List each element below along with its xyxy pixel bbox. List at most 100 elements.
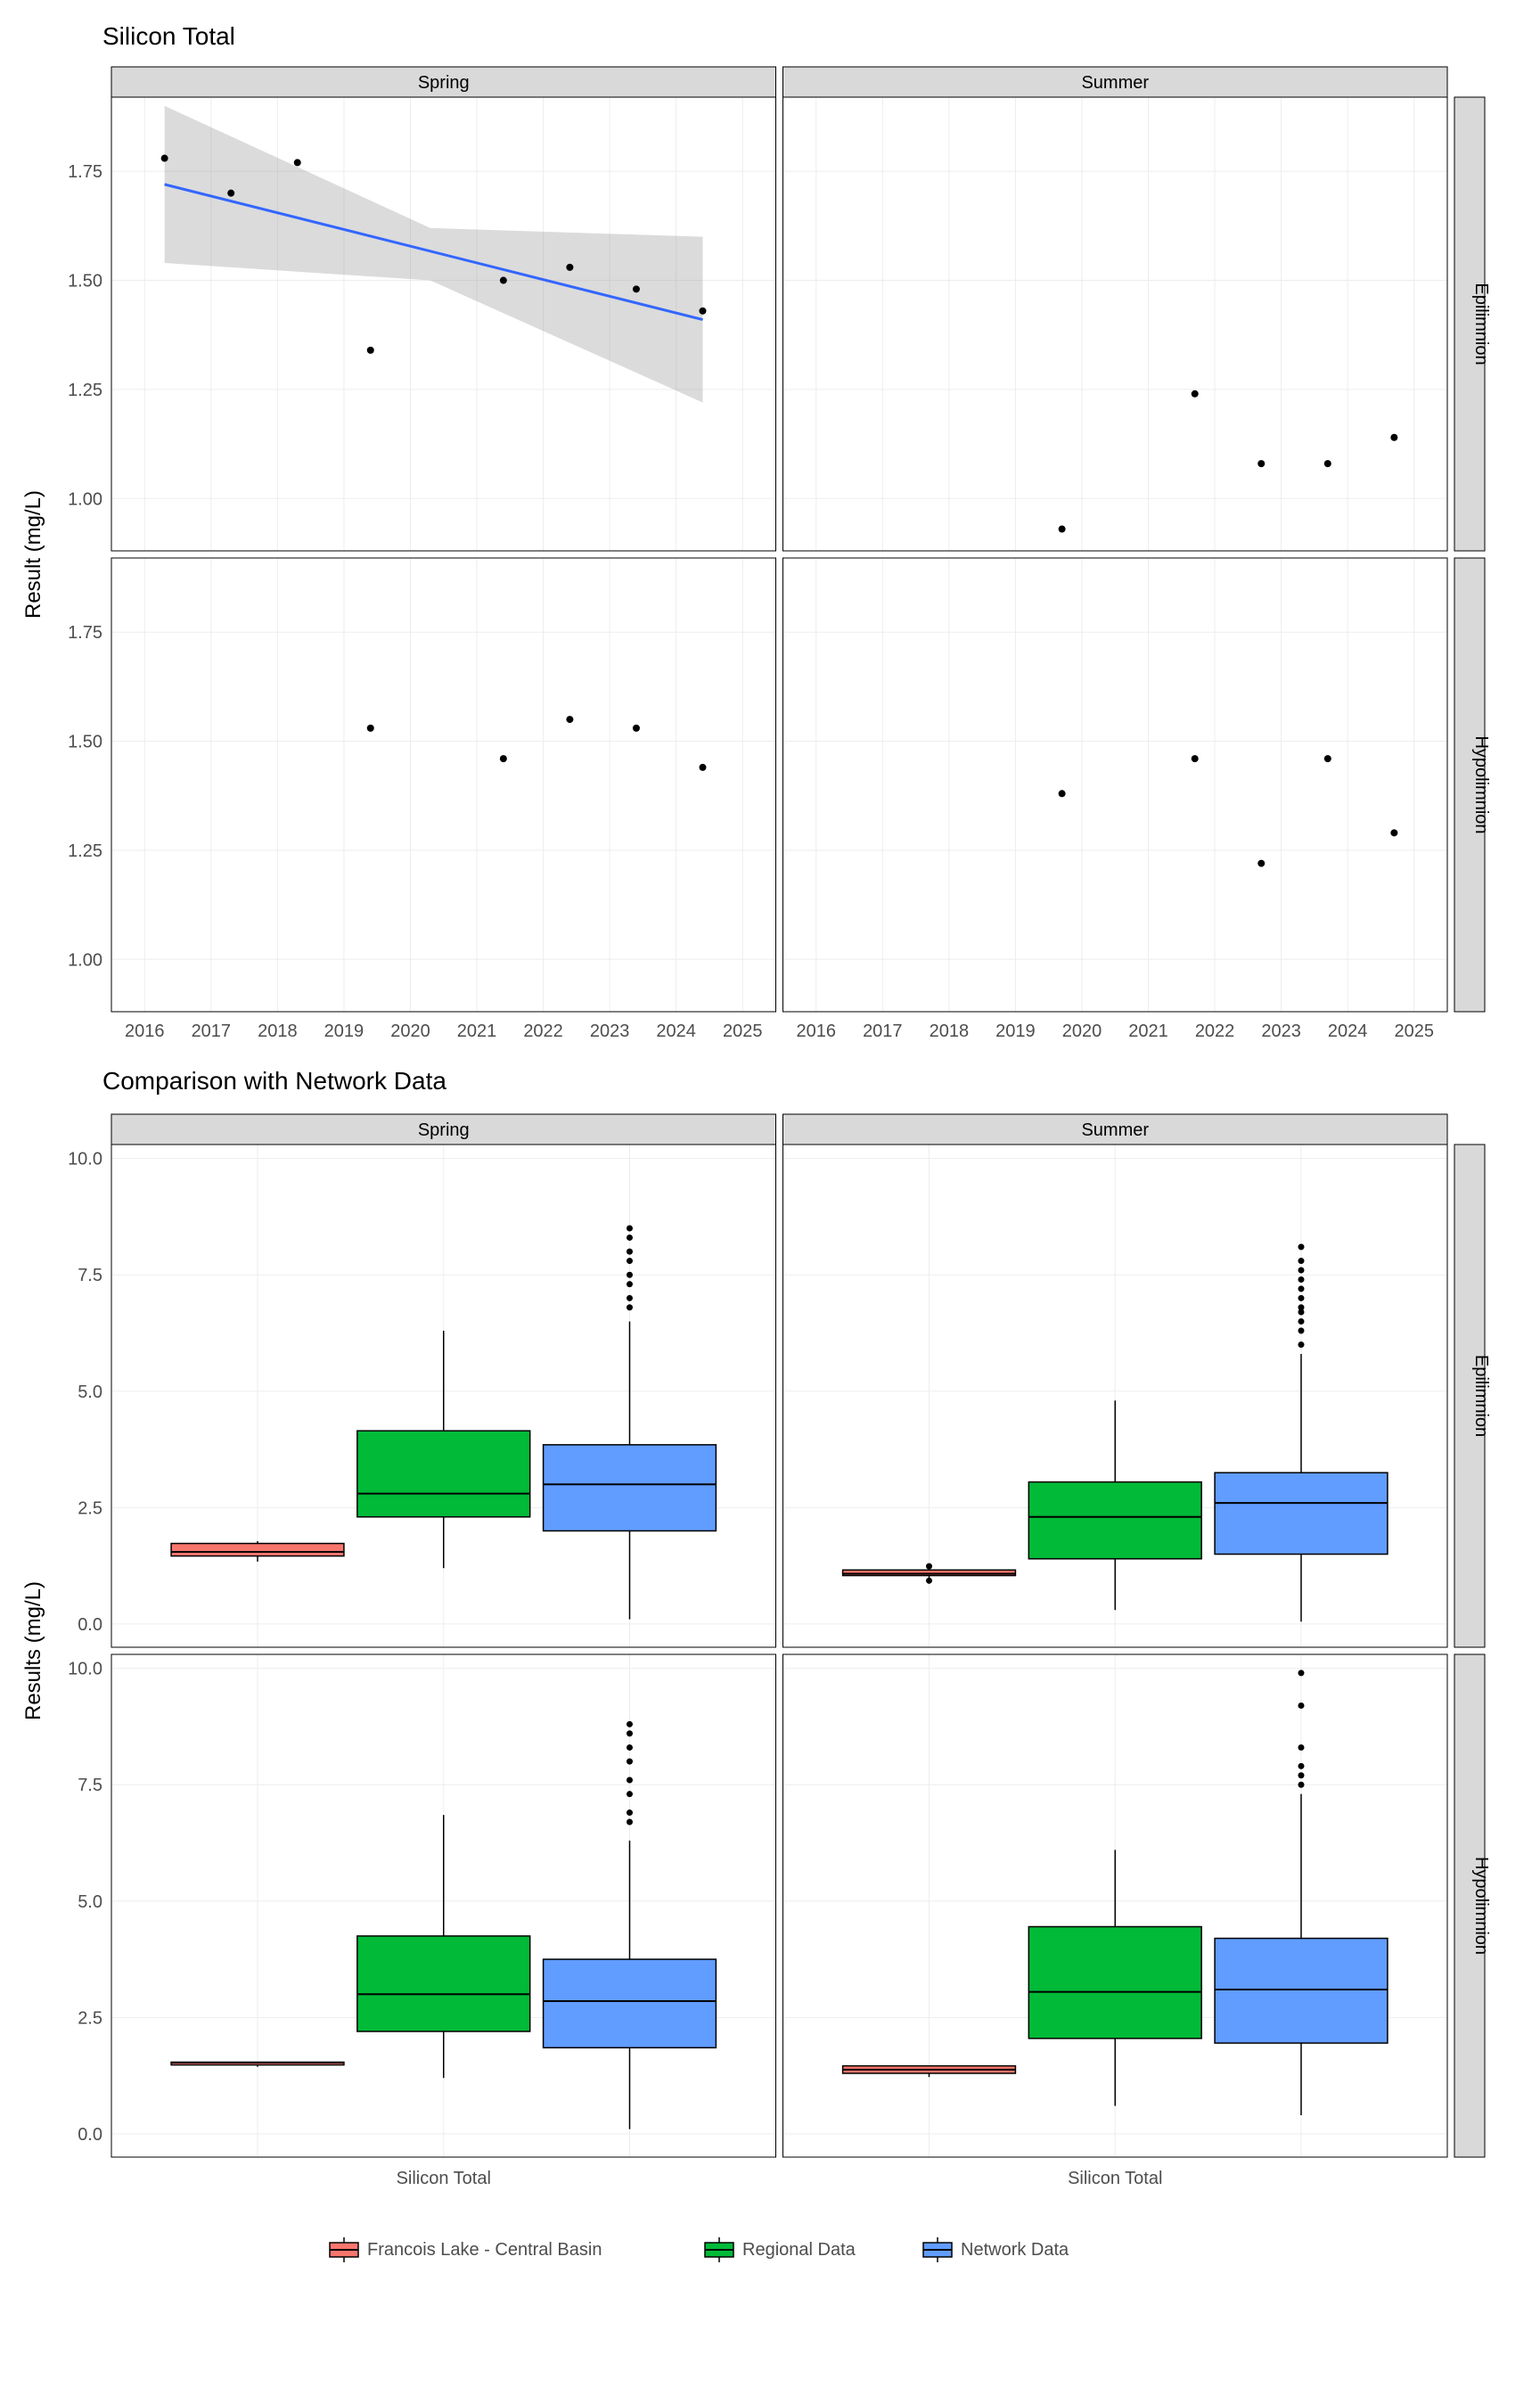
data-point bbox=[1192, 755, 1199, 762]
ytick: 1.75 bbox=[68, 623, 102, 643]
outlier bbox=[1298, 1318, 1304, 1325]
data-point bbox=[1324, 755, 1331, 762]
outlier bbox=[627, 1759, 633, 1765]
outlier bbox=[1298, 1763, 1304, 1769]
xtick: 2020 bbox=[1062, 1022, 1102, 1041]
data-point bbox=[500, 755, 507, 762]
ytick: 0.0 bbox=[78, 2125, 102, 2145]
outlier bbox=[1298, 1304, 1304, 1310]
data-point bbox=[1324, 460, 1331, 467]
outlier bbox=[1298, 1285, 1304, 1292]
legend-label: Network Data bbox=[961, 2240, 1069, 2260]
outlier bbox=[627, 1258, 633, 1264]
col-strip: Summer bbox=[1081, 1120, 1149, 1140]
col-strip: Spring bbox=[418, 1120, 470, 1140]
boxplot-box bbox=[1028, 1482, 1201, 1559]
outlier bbox=[627, 1819, 633, 1826]
ytick: 10.0 bbox=[68, 1660, 102, 1679]
xtick: 2024 bbox=[656, 1022, 696, 1041]
ytick: 1.50 bbox=[68, 733, 102, 752]
outlier bbox=[1298, 1276, 1304, 1283]
outlier bbox=[627, 1721, 633, 1727]
chart2-ylabel: Results (mg/L) bbox=[21, 1581, 45, 1720]
outlier bbox=[627, 1226, 633, 1232]
legend-label: Regional Data bbox=[742, 2240, 856, 2260]
boxplot-box bbox=[1215, 1939, 1388, 2044]
data-point bbox=[566, 716, 573, 723]
outlier bbox=[627, 1744, 633, 1751]
xtick: 2023 bbox=[590, 1022, 630, 1041]
outlier bbox=[926, 1578, 932, 1584]
chart1-title: Silicon Total bbox=[102, 22, 235, 50]
comparison-chart: Comparison with Network Data Results (mg/… bbox=[18, 1061, 1522, 2220]
chart2-title: Comparison with Network Data bbox=[102, 1067, 446, 1095]
boxplot-box bbox=[357, 1431, 530, 1517]
outlier bbox=[627, 1730, 633, 1736]
xtick: 2016 bbox=[797, 1022, 837, 1041]
boxplot-box bbox=[1028, 1927, 1201, 2039]
outlier bbox=[627, 1809, 633, 1816]
row-strip: Epilimnion bbox=[1471, 283, 1491, 365]
xtick: 2018 bbox=[930, 1022, 970, 1041]
data-point bbox=[633, 725, 640, 732]
outlier bbox=[627, 1777, 633, 1784]
outlier bbox=[1298, 1295, 1304, 1301]
boxplot-box bbox=[1215, 1473, 1388, 1554]
boxplot-box bbox=[171, 1544, 344, 1556]
xtick: 2021 bbox=[1128, 1022, 1168, 1041]
xtick: 2019 bbox=[995, 1022, 1036, 1041]
row-strip: Epilimnion bbox=[1471, 1355, 1491, 1437]
data-point bbox=[1059, 790, 1066, 797]
outlier bbox=[1298, 1327, 1304, 1333]
xtick: 2024 bbox=[1328, 1022, 1368, 1041]
outlier bbox=[1298, 1782, 1304, 1788]
ytick: 1.25 bbox=[68, 381, 102, 400]
xtick: 2018 bbox=[258, 1022, 298, 1041]
outlier bbox=[1298, 1258, 1304, 1264]
ytick: 7.5 bbox=[78, 1266, 102, 1285]
ytick: 1.00 bbox=[68, 489, 102, 509]
outlier bbox=[627, 1304, 633, 1310]
data-point bbox=[699, 308, 706, 315]
ytick: 1.25 bbox=[68, 841, 102, 861]
data-point bbox=[367, 725, 374, 732]
data-point bbox=[367, 347, 374, 354]
ytick: 1.75 bbox=[68, 162, 102, 182]
data-point bbox=[1192, 390, 1199, 398]
ytick: 0.0 bbox=[78, 1615, 102, 1635]
outlier bbox=[627, 1235, 633, 1241]
outlier bbox=[627, 1295, 633, 1301]
xtick: 2022 bbox=[523, 1022, 563, 1041]
boxplot-box bbox=[357, 1936, 530, 2031]
outlier bbox=[627, 1249, 633, 1255]
ytick: 2.5 bbox=[78, 2008, 102, 2028]
boxplot-box bbox=[544, 1445, 717, 1531]
xtick: 2016 bbox=[125, 1022, 165, 1041]
xtick: 2025 bbox=[723, 1022, 763, 1041]
outlier bbox=[1298, 1744, 1304, 1751]
outlier bbox=[627, 1281, 633, 1287]
outlier bbox=[1298, 1268, 1304, 1274]
data-point bbox=[699, 764, 706, 771]
data-point bbox=[633, 285, 640, 292]
data-point bbox=[294, 159, 301, 166]
outlier bbox=[1298, 1342, 1304, 1348]
data-point bbox=[500, 277, 507, 284]
legend-label: Francois Lake - Central Basin bbox=[367, 2240, 602, 2260]
legend-item: Network Data bbox=[923, 2237, 1069, 2262]
xtick: 2020 bbox=[390, 1022, 430, 1041]
outlier bbox=[1298, 1670, 1304, 1676]
xtick: 2017 bbox=[863, 1022, 903, 1041]
ytick: 2.5 bbox=[78, 1498, 102, 1518]
silicon-total-chart: Silicon TotalResult (mg/L)SpringSummerEp… bbox=[18, 18, 1522, 1061]
row-strip: Hypolimnion bbox=[1471, 1857, 1491, 1955]
boxplot-box bbox=[544, 1959, 717, 2047]
data-point bbox=[1390, 829, 1397, 836]
xtick: 2023 bbox=[1261, 1022, 1301, 1041]
ytick: 1.00 bbox=[68, 950, 102, 970]
xtick: 2019 bbox=[324, 1022, 365, 1041]
legend-item: Regional Data bbox=[705, 2237, 856, 2262]
outlier bbox=[1298, 1703, 1304, 1709]
boxplot-box bbox=[843, 1570, 1016, 1575]
ytick: 5.0 bbox=[78, 1892, 102, 1912]
